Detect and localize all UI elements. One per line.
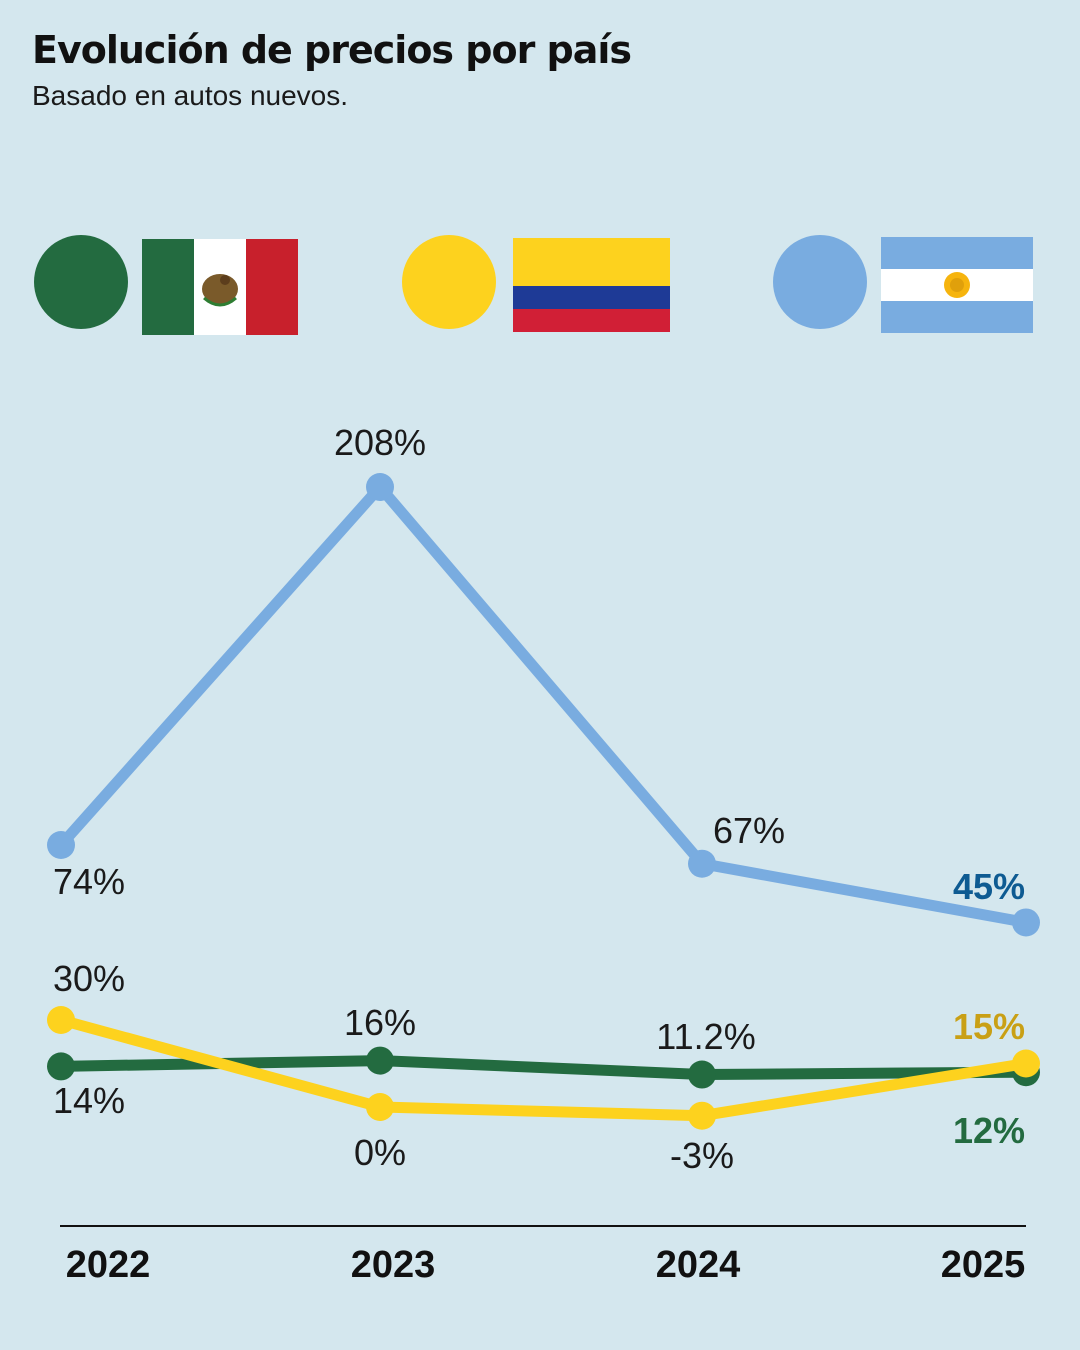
label-colombia-2022: 30% — [53, 958, 125, 999]
point-argentina-2025 — [1012, 908, 1040, 937]
label-colombia-2025: 15% — [953, 1006, 1025, 1047]
series-line-colombia — [55, 1014, 1032, 1122]
x-tick-2024: 2024 — [656, 1244, 741, 1286]
label-colombia-2024: -3% — [670, 1135, 734, 1176]
label-argentina-2023: 208% — [334, 422, 426, 463]
point-colombia-2023 — [366, 1093, 394, 1121]
x-axis: 2022 2023 2024 2025 — [66, 1244, 1026, 1286]
data-labels: 74% 208% 67% 45% 30% 0% -3% 15% 14% 16% … — [53, 422, 1025, 1176]
point-argentina-2023 — [366, 473, 394, 501]
argentina-flag — [881, 237, 1033, 333]
point-colombia-2025 — [1012, 1049, 1040, 1078]
x-tick-2025: 2025 — [941, 1244, 1026, 1286]
label-mexico-2025: 12% — [953, 1110, 1025, 1151]
point-argentina-2024 — [688, 849, 716, 878]
label-mexico-2022: 14% — [53, 1080, 125, 1121]
legend-dot-argentina — [773, 235, 867, 329]
label-mexico-2024: 11.2% — [656, 1016, 755, 1057]
mexico-coat-of-arms-icon — [202, 274, 238, 307]
point-mexico-2024 — [688, 1060, 716, 1089]
mexico-flag — [142, 239, 298, 335]
label-argentina-2024: 67% — [713, 810, 785, 851]
point-argentina-2022 — [47, 831, 75, 859]
label-colombia-2023: 0% — [354, 1132, 406, 1173]
point-colombia-2022 — [47, 1006, 75, 1034]
sun-of-may-icon — [944, 272, 970, 298]
series-line-argentina — [55, 481, 1032, 928]
chart-subtitle: Basado en autos nuevos. — [32, 80, 349, 111]
label-mexico-2023: 16% — [344, 1002, 416, 1043]
point-mexico-2022 — [47, 1052, 75, 1081]
label-argentina-2025: 45% — [953, 866, 1025, 907]
point-mexico-2023 — [366, 1046, 394, 1075]
x-tick-2023: 2023 — [351, 1244, 436, 1286]
x-tick-2022: 2022 — [66, 1244, 151, 1286]
label-argentina-2022: 74% — [53, 861, 125, 902]
colombia-flag — [513, 238, 670, 332]
point-colombia-2024 — [688, 1101, 716, 1130]
legend-dot-colombia — [402, 235, 496, 329]
legend-dot-mexico — [34, 235, 128, 329]
series-layer — [47, 473, 1040, 1130]
legend — [34, 235, 1033, 335]
chart-title: Evolución de precios por país — [32, 28, 632, 72]
